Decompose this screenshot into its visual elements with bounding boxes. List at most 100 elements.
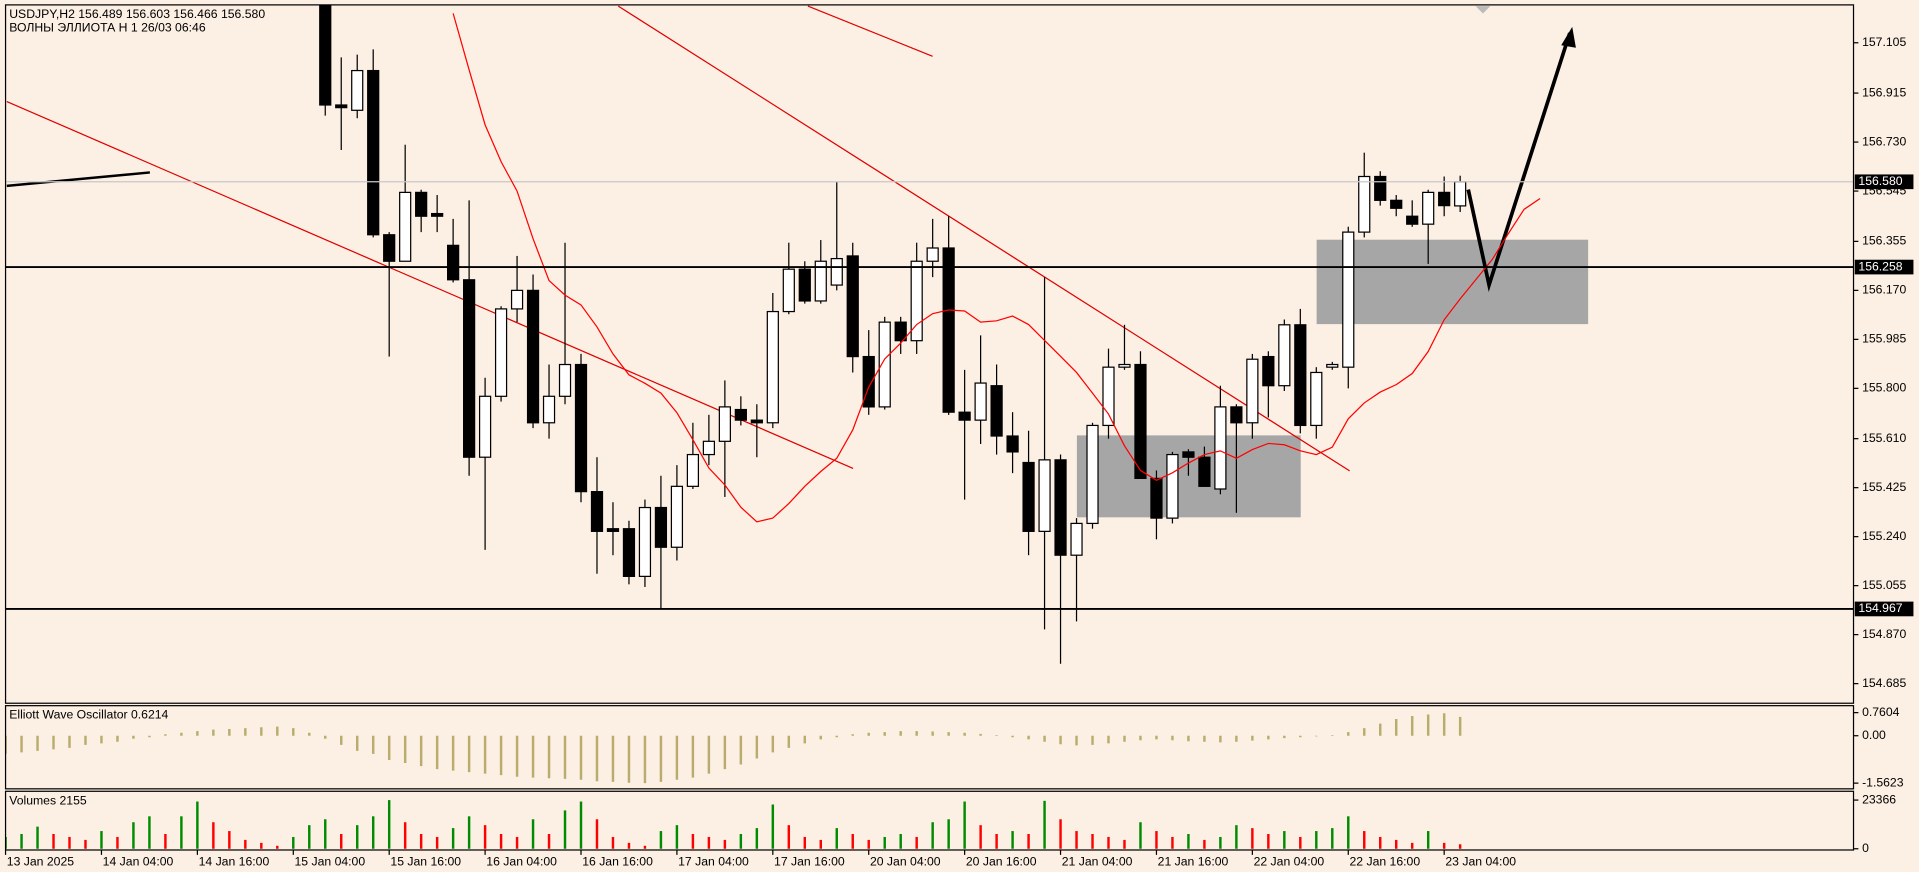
- candle-body: [431, 212, 444, 217]
- candle-body: [478, 395, 492, 458]
- candle-body: [750, 419, 763, 424]
- candle-body: [510, 289, 524, 310]
- candle-body: [670, 485, 684, 548]
- candle-body: [878, 321, 891, 408]
- candle-body: [1358, 175, 1371, 233]
- shift-marker: [1475, 6, 1491, 14]
- zone: [1316, 239, 1589, 325]
- candle-body: [1374, 175, 1387, 201]
- y-tick-label: 155.055: [1862, 578, 1906, 592]
- candle-body: [798, 268, 811, 302]
- y-tick-label: 156.355: [1862, 234, 1906, 248]
- moving-average: [452, 13, 1541, 523]
- candle-body: [319, 4, 332, 106]
- candle-body: [846, 255, 859, 358]
- x-tick-label: 13 Jan 2025: [7, 854, 74, 868]
- candle-body: [1454, 181, 1467, 207]
- candle-body: [574, 363, 588, 493]
- candle-body: [526, 289, 540, 424]
- candle-body: [1310, 371, 1323, 427]
- x-tick-label: 21 Jan 16:00: [1158, 854, 1229, 868]
- trendline: [807, 5, 933, 57]
- x-tick-label: 17 Jan 16:00: [774, 854, 845, 868]
- x-tick-label: 16 Jan 16:00: [582, 854, 653, 868]
- arrow-head: [1561, 26, 1576, 48]
- candle-body: [686, 453, 700, 487]
- candle-body: [367, 69, 380, 236]
- candle-body: [351, 69, 364, 111]
- y-tick-label: 157.105: [1862, 35, 1906, 49]
- y-tick-label: 155.610: [1862, 431, 1906, 445]
- candle-body: [1150, 477, 1163, 519]
- candle-body: [590, 491, 604, 532]
- y-tick-label: 155.240: [1862, 529, 1906, 543]
- candle-body: [1182, 451, 1195, 458]
- candle-body: [558, 363, 572, 397]
- y-tick-label: 154.870: [1862, 627, 1906, 641]
- candle-body: [638, 506, 652, 577]
- candle-body: [894, 321, 907, 342]
- x-tick-label: 20 Jan 04:00: [870, 854, 941, 868]
- y-tick-label: 154.685: [1862, 676, 1906, 690]
- candle-body: [1230, 406, 1243, 424]
- level-label: 154.967: [1858, 601, 1902, 615]
- candle-body: [766, 310, 779, 424]
- y-tick-label: 155.425: [1862, 480, 1906, 494]
- candle-body: [1006, 435, 1019, 453]
- candle-body: [1262, 355, 1275, 387]
- trendline: [617, 5, 1350, 472]
- candles: [319, 4, 1467, 664]
- candle-body: [335, 104, 348, 109]
- bid-label-box: [1854, 174, 1914, 190]
- candle-body: [1326, 363, 1339, 368]
- oscillator-title: Elliott Wave Oscillator 0.6214: [9, 708, 168, 722]
- candle-body: [782, 268, 795, 313]
- x-tick-label: 14 Jan 16:00: [199, 854, 270, 868]
- x-tick-label: 15 Jan 04:00: [295, 854, 366, 868]
- candle-body: [622, 528, 636, 577]
- candle-body: [1134, 363, 1147, 480]
- oscillator-tick-label: -1.5623: [1862, 775, 1904, 789]
- candle-body: [1390, 199, 1403, 209]
- candle-body: [1054, 459, 1067, 556]
- candle-body: [926, 247, 939, 262]
- trendline: [6, 100, 854, 469]
- y-tick-label: 155.800: [1862, 381, 1906, 395]
- candle-body: [1102, 366, 1115, 427]
- candle-body: [718, 406, 731, 442]
- candle-body: [1198, 456, 1211, 487]
- candle-body: [1214, 406, 1227, 490]
- candle-body: [1166, 453, 1179, 519]
- candle-body: [1438, 191, 1451, 207]
- candle-body: [1038, 459, 1051, 532]
- candle-body: [702, 440, 715, 456]
- candle-body: [1342, 231, 1355, 368]
- y-tick-label: 156.915: [1862, 85, 1906, 99]
- candle-body: [974, 382, 987, 421]
- indicator-header: ВОЛНЫ ЭЛЛИОТА Н 1 26/03 06:46: [9, 20, 206, 34]
- candle-body: [814, 260, 827, 302]
- x-tick-label: 17 Jan 04:00: [678, 854, 749, 868]
- x-tick-label: 20 Jan 16:00: [966, 854, 1037, 868]
- x-tick-label: 21 Jan 04:00: [1062, 854, 1133, 868]
- candle-body: [542, 395, 556, 424]
- level-label-box: [1854, 259, 1914, 275]
- candle-body: [830, 257, 843, 286]
- candle-body: [415, 191, 428, 217]
- candle-body: [1118, 363, 1131, 368]
- candle-body: [1022, 461, 1035, 532]
- candle-body: [494, 308, 508, 397]
- y-tick-label: 156.170: [1862, 283, 1906, 297]
- candle-body: [399, 191, 412, 262]
- candle-body: [734, 408, 747, 421]
- candle-body: [606, 528, 620, 532]
- oscillator-tick-label: 0.7604: [1862, 705, 1900, 719]
- candle-body: [1406, 215, 1419, 225]
- candle-body: [447, 244, 460, 281]
- oscillator-frame: [4, 705, 1855, 790]
- oscillator-panel: [5, 713, 1462, 784]
- x-tick-label: 15 Jan 16:00: [390, 854, 461, 868]
- volume-panel: [5, 800, 1462, 849]
- price-panel: [5, 4, 1854, 664]
